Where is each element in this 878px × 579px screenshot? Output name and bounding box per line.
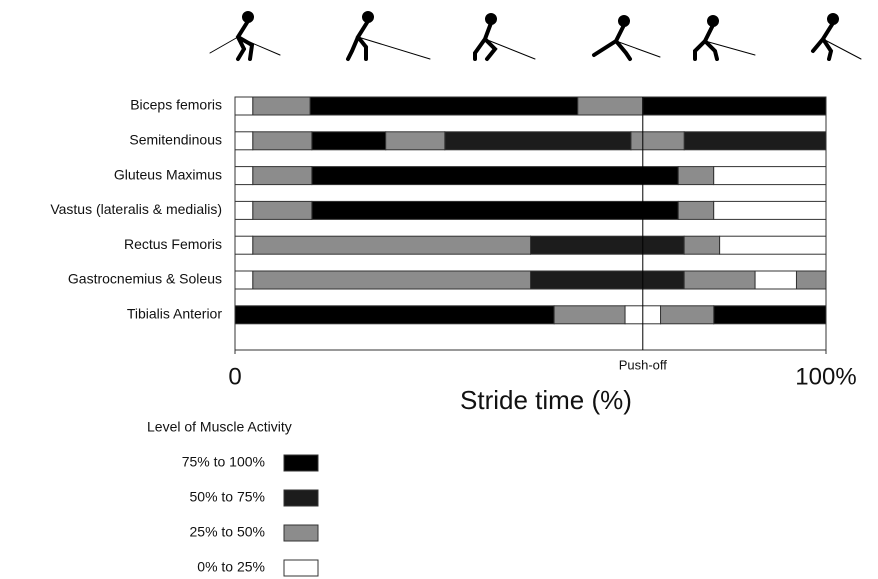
activity-segment	[661, 306, 714, 324]
activity-segment	[796, 271, 826, 289]
legend-label: 0% to 25%	[197, 559, 265, 575]
activity-segment	[531, 236, 685, 254]
activity-segment	[235, 306, 554, 324]
x-axis-label: Stride time (%)	[460, 385, 632, 415]
x-tick-label: 0	[228, 363, 241, 390]
activity-segment	[386, 132, 445, 150]
activity-segment	[312, 201, 678, 219]
row-label: Gluteus Maximus	[114, 166, 222, 182]
legend-label: 25% to 50%	[190, 524, 266, 540]
activity-segment	[643, 97, 826, 115]
activity-segment	[714, 201, 826, 219]
activity-segment	[235, 271, 253, 289]
activity-segment	[684, 271, 755, 289]
skater-icons	[210, 13, 861, 59]
activity-segment	[253, 132, 312, 150]
activity-segment	[720, 236, 826, 254]
row-label: Tibialis Anterior	[127, 306, 223, 322]
activity-segment	[235, 132, 253, 150]
activity-segment	[714, 167, 826, 185]
legend-swatch	[284, 525, 318, 541]
activity-segment	[253, 236, 531, 254]
activity-segment	[755, 271, 796, 289]
activity-segment	[235, 236, 253, 254]
row-label: Vastus (lateralis & medialis)	[50, 201, 222, 217]
activity-segment	[445, 132, 631, 150]
row-label: Biceps femoris	[130, 97, 222, 113]
legend-label: 50% to 75%	[190, 489, 266, 505]
row-label: Semitendinous	[129, 132, 222, 148]
activity-segment	[235, 167, 253, 185]
x-tick-label: 100%	[795, 363, 856, 390]
activity-segment	[312, 167, 678, 185]
activity-segment	[253, 201, 312, 219]
legend-label: 75% to 100%	[182, 454, 265, 470]
activity-segment	[253, 271, 531, 289]
chart: Stride time (%) Level of Muscle Activity…	[0, 0, 878, 579]
row-label: Rectus Femoris	[124, 236, 222, 252]
activity-segment	[235, 97, 253, 115]
activity-segment	[554, 306, 625, 324]
activity-segment	[235, 201, 253, 219]
activity-segment	[714, 306, 826, 324]
activity-segment	[578, 97, 643, 115]
activity-segment	[253, 97, 310, 115]
legend-swatch	[284, 490, 318, 506]
activity-segment	[678, 201, 713, 219]
legend-swatch	[284, 455, 318, 471]
activity-segment	[253, 167, 312, 185]
activity-segment	[684, 236, 719, 254]
row-label: Gastrocnemius & Soleus	[68, 271, 222, 287]
activity-segment	[531, 271, 685, 289]
activity-segment	[684, 132, 826, 150]
activity-segment	[678, 167, 713, 185]
legend-title: Level of Muscle Activity	[147, 419, 292, 435]
legend-swatch	[284, 560, 318, 576]
activity-segment	[631, 132, 684, 150]
activity-segment	[312, 132, 386, 150]
push-off-label: Push-off	[619, 357, 668, 372]
activity-segment	[310, 97, 578, 115]
